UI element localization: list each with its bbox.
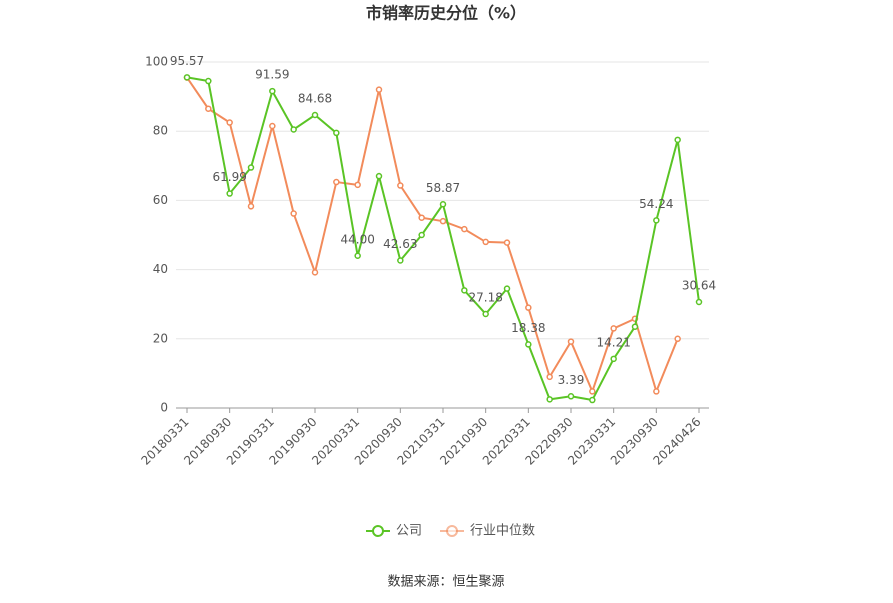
point	[503, 239, 511, 246]
point	[461, 225, 468, 233]
data-label: 54.24	[639, 197, 673, 211]
point	[205, 105, 212, 112]
point	[205, 77, 212, 85]
data-label: 30.64	[682, 278, 716, 292]
point	[269, 87, 276, 95]
y-tick-label: 100	[145, 55, 168, 69]
data-label: 27.18	[468, 290, 502, 304]
data-label: 3.39	[558, 373, 585, 387]
point	[653, 388, 660, 395]
point	[674, 335, 681, 343]
data-label: 61.99	[212, 170, 246, 184]
point	[610, 325, 617, 332]
data-label: 44.00	[340, 232, 374, 246]
point	[354, 252, 361, 260]
point	[461, 287, 468, 294]
point	[290, 126, 297, 133]
point	[610, 355, 617, 363]
point	[397, 182, 404, 189]
data-label: 18.38	[511, 321, 545, 335]
point	[695, 298, 703, 306]
series-line	[186, 76, 700, 402]
point	[589, 396, 596, 404]
point	[269, 122, 276, 130]
legend-label: 行业中位数	[470, 524, 535, 539]
point	[482, 238, 489, 246]
data-label: 84.68	[298, 92, 332, 106]
point	[418, 214, 425, 221]
point	[333, 178, 340, 186]
point	[375, 172, 383, 180]
y-tick-label: 60	[153, 193, 168, 207]
y-tick-label: 40	[153, 262, 168, 276]
point	[354, 181, 361, 189]
point	[482, 310, 489, 318]
point	[183, 74, 191, 81]
point	[311, 269, 319, 276]
legend-marker	[446, 525, 458, 537]
y-tick-label: 0	[160, 401, 168, 415]
point	[311, 111, 319, 119]
legend-marker	[372, 525, 384, 537]
point	[247, 203, 255, 210]
point	[418, 231, 425, 239]
point	[226, 190, 233, 197]
point	[525, 341, 532, 348]
point	[439, 201, 447, 208]
data-label: 91.59	[255, 68, 289, 82]
point	[226, 119, 233, 126]
y-tick-label: 80	[153, 124, 168, 138]
point	[290, 210, 297, 217]
data-label: 95.57	[170, 54, 204, 68]
data-label: 42.63	[383, 237, 417, 251]
point	[567, 393, 575, 400]
point	[546, 373, 553, 381]
point	[503, 285, 511, 292]
point	[631, 323, 639, 330]
y-tick-label: 20	[153, 331, 168, 345]
point	[546, 396, 553, 403]
data-label: 14.21	[596, 335, 630, 349]
point	[439, 217, 447, 225]
point	[567, 338, 575, 345]
source: 数据来源：恒生聚源	[387, 575, 504, 590]
point	[589, 388, 596, 395]
data-label: 58.87	[426, 181, 460, 195]
chart-title: 市销率历史分位（%）	[366, 4, 526, 23]
point	[247, 164, 255, 171]
point	[674, 136, 681, 144]
point	[397, 257, 404, 264]
legend-label: 公司	[396, 524, 422, 539]
point	[375, 86, 383, 93]
point	[333, 129, 340, 137]
point	[525, 304, 532, 311]
point	[653, 217, 660, 224]
